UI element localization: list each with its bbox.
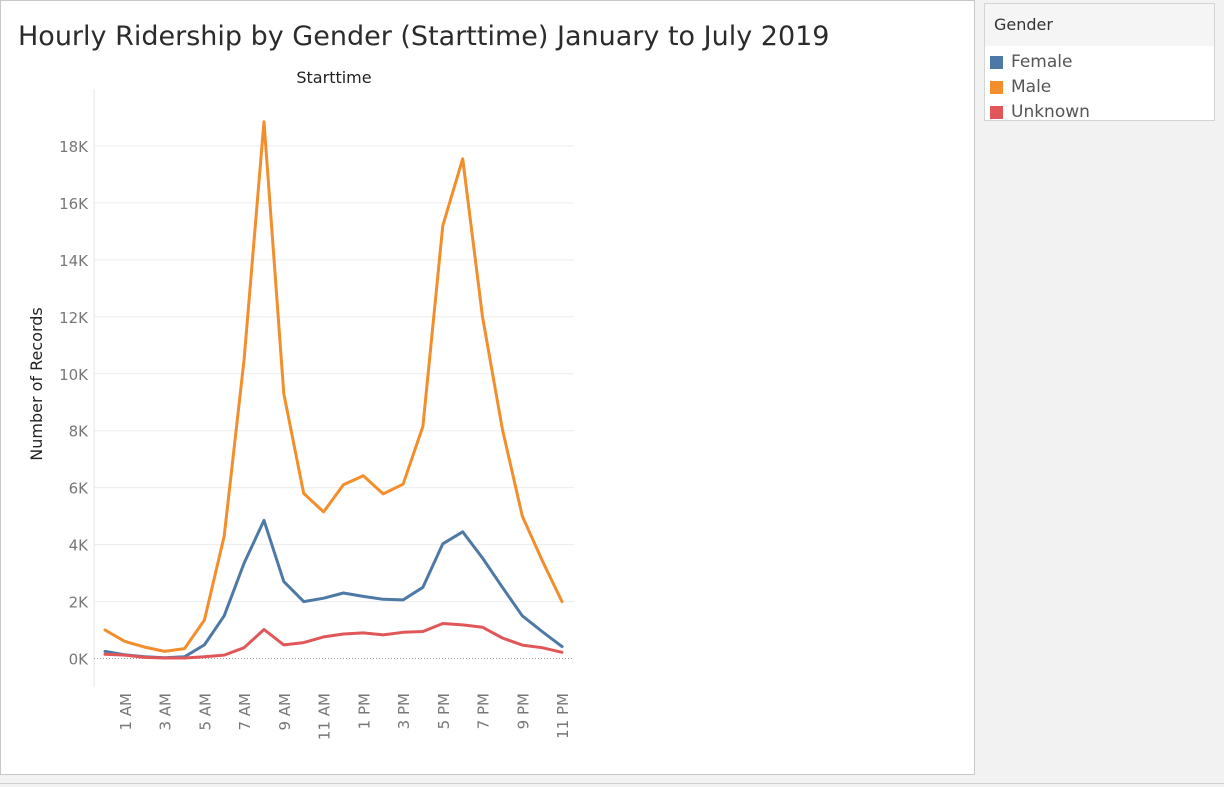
legend-item-female[interactable]: Female [990, 51, 1072, 73]
y-axis-title: Number of Records [27, 307, 46, 460]
x-tick-label: 11 PM [554, 693, 572, 739]
series-line-male[interactable] [103, 120, 564, 653]
series-line-unknown[interactable] [103, 622, 564, 660]
line-chart: Starttime Number of Records 0K 2K 4K 6K 8K 10… [27, 68, 574, 740]
legend-label: Unknown [1011, 102, 1090, 122]
x-tick-label: 9 PM [514, 693, 532, 729]
chart-title: Hourly Ridership by Gender (Starttime) J… [18, 21, 830, 52]
y-tick-label: 16K [59, 195, 89, 213]
x-axis: 1 AM 3 AM 5 AM 7 AM 9 AM 11 AM 1 PM 3 PM 5 PM 7 P… [117, 693, 572, 740]
y-tick-label: 6K [69, 480, 90, 498]
y-tick-label: 8K [69, 423, 90, 441]
x-tick-label: 1 PM [355, 693, 373, 729]
x-tick-label: 7 AM [236, 693, 254, 731]
gridlines [93, 89, 574, 687]
worksheet: Hourly Ridership by Gender (Starttime) J… [0, 0, 975, 775]
y-tick-label: 12K [59, 309, 89, 327]
female-swatch [990, 55, 1003, 69]
x-tick-label: 5 PM [435, 693, 453, 729]
x-tick-label: 3 AM [157, 693, 175, 731]
y-tick-label: 18K [59, 138, 89, 156]
x-tick-label: 9 AM [276, 693, 294, 731]
series-line-female[interactable] [103, 518, 564, 660]
y-tick-label: 10K [59, 366, 89, 384]
y-tick-label: 0K [69, 651, 90, 669]
y-axis: 0K 2K 4K 6K 8K 10K 12K 14K 16K 18K [59, 138, 89, 669]
y-tick-label: 14K [59, 252, 89, 270]
gender-legend: Gender Female Male Unknown [984, 3, 1215, 123]
x-tick-label: 5 AM [196, 693, 214, 731]
legend-item-male[interactable]: Male [990, 76, 1051, 98]
male-swatch [990, 80, 1003, 94]
legend-item-unknown[interactable]: Unknown [990, 101, 1090, 123]
y-tick-label: 4K [69, 537, 90, 555]
y-tick-label: 2K [69, 594, 90, 612]
x-tick-label: 11 AM [316, 693, 334, 740]
x-tick-label: 1 AM [117, 693, 135, 731]
legend-label: Male [1011, 77, 1052, 97]
status-divider [0, 783, 1224, 784]
x-axis-title: Starttime [296, 68, 371, 87]
plot-area[interactable] [103, 120, 564, 660]
x-tick-label: 7 PM [475, 693, 493, 729]
unknown-swatch [990, 105, 1003, 119]
legend-title: Gender [985, 4, 1214, 46]
legend-label: Female [1011, 52, 1073, 72]
x-tick-label: 3 PM [395, 693, 413, 729]
